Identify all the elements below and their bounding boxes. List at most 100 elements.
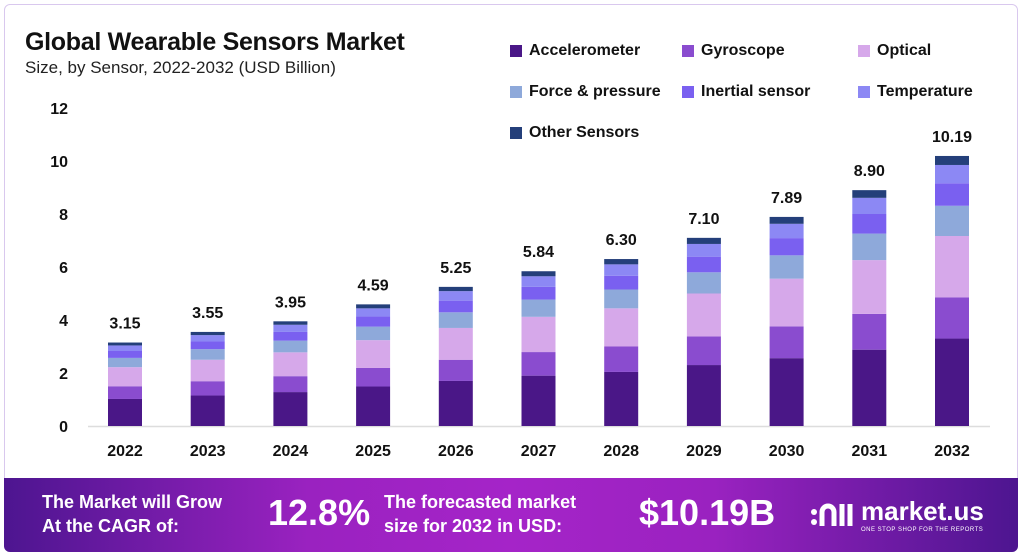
- bar-segment-optical: [852, 260, 887, 314]
- bar-segment-optical: [356, 340, 391, 368]
- bar-segment-accelerometer: [273, 392, 308, 426]
- bar-segment-other-sensors: [686, 237, 721, 244]
- bar-segment-temperature: [769, 223, 804, 239]
- y-tick-label: 10: [50, 154, 68, 171]
- total-data-label: 5.25: [440, 260, 471, 277]
- bar-segment-force-pressure: [273, 340, 308, 353]
- bar-segment-inertial-sensor: [438, 300, 473, 313]
- total-data-label: 4.59: [358, 277, 389, 294]
- bar-segment-optical: [273, 352, 308, 377]
- bar-segment-inertial-sensor: [521, 286, 556, 300]
- legend-swatch: [510, 45, 522, 57]
- bar-segment-force-pressure: [852, 233, 887, 261]
- legend-label: Force & pressure: [529, 83, 661, 100]
- bar-segment-gyroscope: [438, 359, 473, 381]
- cagr-value: 12.8%: [268, 492, 371, 533]
- x-tick-label: 2022: [107, 443, 143, 460]
- bar-segment-other-sensors: [438, 286, 473, 292]
- bar-segment-other-sensors: [604, 259, 639, 265]
- legend-label: Gyroscope: [701, 42, 785, 59]
- bar-segment-accelerometer: [190, 395, 225, 426]
- bar-segment-optical: [604, 308, 639, 347]
- bar-segment-force-pressure: [521, 299, 556, 317]
- y-tick-label: 0: [59, 419, 68, 436]
- bar-segment-accelerometer: [935, 338, 969, 426]
- cagr-text-1: The Market will Grow: [42, 492, 223, 512]
- total-data-label: 6.30: [606, 232, 637, 249]
- bar-segment-temperature: [935, 164, 969, 184]
- bar-segment-gyroscope: [769, 326, 804, 359]
- bar-segment-temperature: [356, 308, 391, 317]
- bar-segment-accelerometer: [769, 358, 804, 426]
- legend-label: Inertial sensor: [701, 83, 811, 100]
- bar-segment-inertial-sensor: [769, 238, 804, 256]
- x-tick-label: 2026: [438, 443, 474, 460]
- bar-segment-inertial-sensor: [686, 256, 721, 273]
- bar-segment-force-pressure: [769, 255, 804, 279]
- bar-segment-force-pressure: [438, 312, 473, 328]
- bar-segment-accelerometer: [686, 365, 721, 426]
- bar-segment-temperature: [521, 276, 556, 287]
- logo-icon: [811, 503, 853, 526]
- legend-item-inertial: Inertial sensor: [682, 83, 810, 101]
- x-tick-label: 2029: [686, 443, 722, 460]
- bar-segment-other-sensors: [852, 190, 887, 198]
- cagr-label: The Market will Grow At the CAGR of:: [42, 490, 222, 538]
- forecast-text-2: size for 2032 in USD:: [384, 516, 563, 536]
- bar-segment-force-pressure: [935, 205, 969, 236]
- bar-segment-accelerometer: [438, 380, 473, 426]
- bar-segment-inertial-sensor: [604, 275, 639, 290]
- bar-segment-force-pressure: [356, 326, 391, 341]
- bar-segment-optical: [108, 367, 142, 387]
- bar-segment-temperature: [852, 197, 887, 214]
- bar-segment-optical: [521, 316, 556, 353]
- bar-segment-inertial-sensor: [108, 351, 142, 358]
- bar-segment-accelerometer: [604, 371, 639, 426]
- forecast-value: $10.19B: [639, 492, 776, 533]
- bar-segment-gyroscope: [273, 376, 308, 393]
- legend-label: Optical: [877, 42, 932, 59]
- bar-segment-force-pressure: [686, 272, 721, 294]
- x-tick-label: 2025: [355, 443, 391, 460]
- y-tick-label: 2: [59, 366, 68, 383]
- y-tick-label: 6: [59, 260, 68, 277]
- chart-subtitle: Size, by Sensor, 2022-2032 (USD Billion): [25, 58, 336, 77]
- legend-label: Accelerometer: [529, 42, 641, 59]
- bar-segment-optical: [935, 235, 969, 298]
- summary-banner: The Market will Grow At the CAGR of: 12.…: [4, 478, 1018, 552]
- bar-segment-optical: [190, 359, 225, 382]
- bar-segment-temperature: [190, 335, 225, 342]
- x-tick-label: 2028: [603, 443, 639, 460]
- bar-segment-accelerometer: [521, 375, 556, 426]
- x-tick-label: 2032: [934, 443, 970, 460]
- x-tick-label: 2024: [273, 443, 309, 460]
- total-data-label: 5.84: [523, 244, 554, 261]
- bar-segment-inertial-sensor: [935, 183, 969, 206]
- bar-segment-other-sensors: [108, 342, 142, 346]
- y-tick-label: 12: [50, 101, 68, 118]
- bar-segment-gyroscope: [356, 367, 391, 387]
- bar-segment-inertial-sensor: [273, 331, 308, 341]
- bar-segment-other-sensors: [273, 321, 308, 325]
- total-data-label: 7.89: [771, 190, 802, 207]
- bar-segment-other-sensors: [769, 216, 804, 224]
- bar-segment-accelerometer: [356, 386, 391, 426]
- bar-segment-other-sensors: [190, 331, 225, 336]
- x-tick-label: 2031: [852, 443, 888, 460]
- legend-item-other: Other Sensors: [510, 124, 639, 142]
- bar-segment-force-pressure: [190, 349, 225, 360]
- bar-segment-force-pressure: [108, 357, 142, 368]
- bar-segment-other-sensors: [521, 271, 556, 277]
- bar-segment-temperature: [108, 345, 142, 352]
- total-data-label: 3.95: [275, 294, 306, 311]
- legend-swatch: [858, 45, 870, 57]
- bar-segment-gyroscope: [604, 346, 639, 372]
- bar-segment-temperature: [686, 243, 721, 257]
- legend-swatch: [858, 86, 870, 98]
- bar-segment-gyroscope: [686, 336, 721, 366]
- forecast-label: The forecasted market size for 2032 in U…: [384, 490, 576, 538]
- bar-segment-gyroscope: [852, 313, 887, 350]
- legend-label: Other Sensors: [529, 124, 640, 141]
- bar-segment-inertial-sensor: [852, 214, 887, 234]
- bar-segment-optical: [438, 327, 473, 360]
